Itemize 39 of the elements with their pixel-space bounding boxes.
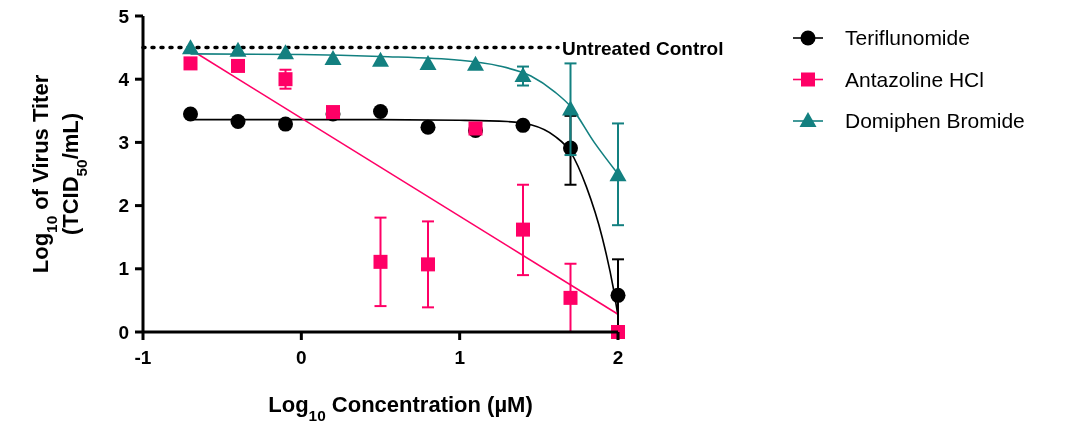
point: [278, 72, 293, 87]
point: [183, 56, 198, 71]
point: [421, 257, 435, 272]
x-tick-label: -1: [134, 347, 152, 368]
x-tick-label: 1: [454, 347, 466, 368]
y-tick-label: 3: [118, 132, 129, 154]
point: [420, 119, 436, 135]
point: [373, 254, 388, 269]
y-tick-label: 4: [118, 68, 130, 90]
y-tick-label: 1: [118, 258, 130, 280]
point: [419, 55, 437, 71]
point: [514, 67, 532, 83]
point: [373, 103, 388, 119]
point: [515, 117, 531, 133]
x-tick-label: 2: [612, 347, 624, 368]
point: [372, 51, 389, 67]
point: [610, 287, 626, 303]
point: [324, 49, 342, 65]
ref-line-label: Untreated Control: [562, 37, 724, 59]
point: [278, 116, 293, 132]
point: [231, 58, 245, 73]
point: [516, 222, 530, 237]
x-axis-title: Log$_{10}$ Concentration (µM): [268, 392, 533, 423]
legend-label: Antazoline HCl: [845, 67, 984, 91]
point: [562, 100, 579, 116]
point: [182, 39, 199, 55]
point: [277, 44, 294, 60]
point: [229, 41, 247, 57]
legend-label: Teriflunomide: [845, 26, 970, 50]
x-tick-label: 0: [296, 347, 307, 368]
legend-label: Domiphen Bromide: [845, 109, 1025, 133]
y-tick-label: 5: [118, 5, 130, 27]
point: [609, 166, 627, 182]
point: [183, 106, 198, 122]
point: [563, 290, 578, 305]
point: [467, 55, 484, 71]
y-tick-label: 2: [118, 195, 129, 217]
point: [230, 114, 246, 130]
y-tick-label: 0: [118, 321, 129, 343]
